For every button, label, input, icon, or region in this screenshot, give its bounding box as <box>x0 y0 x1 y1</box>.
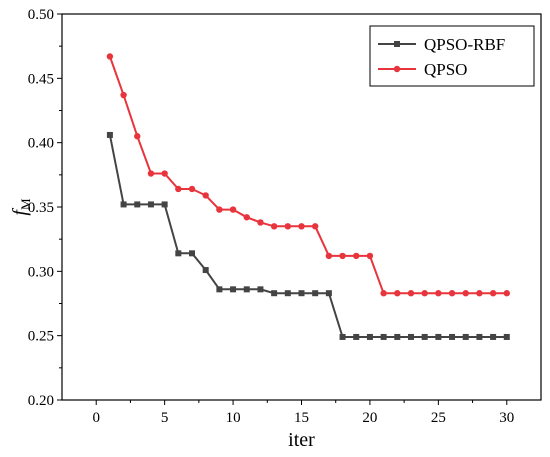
data-point <box>298 223 305 230</box>
data-point <box>462 290 469 297</box>
data-point <box>202 192 209 199</box>
data-point <box>407 290 415 297</box>
y-tick-label: 0.40 <box>28 136 54 152</box>
data-point <box>120 201 127 208</box>
y-tick-label: 0.45 <box>28 71 54 87</box>
x-tick-label: 15 <box>294 410 309 426</box>
data-point <box>325 252 333 260</box>
data-point <box>120 91 127 99</box>
data-point <box>270 223 278 230</box>
x-tick-label: 10 <box>226 410 241 426</box>
legend: QPSO-RBF QPSO <box>369 25 535 87</box>
data-point <box>271 290 278 297</box>
data-point <box>394 333 401 340</box>
x-tick-label: 30 <box>499 410 514 426</box>
data-point <box>188 185 196 193</box>
y-axis-ticks: 0.20 0.25 0.30 0.35 0.40 0.45 0.50 <box>28 7 62 409</box>
data-point <box>394 290 401 297</box>
data-point <box>462 333 469 340</box>
y-axis-title-subscript: M <box>18 198 33 210</box>
data-point <box>216 206 223 213</box>
data-point <box>380 333 387 340</box>
data-point <box>134 201 141 208</box>
x-axis-title: iter <box>288 429 315 451</box>
y-tick-label: 0.30 <box>28 264 54 280</box>
data-point <box>490 333 497 340</box>
data-point <box>503 290 510 297</box>
data-point <box>380 290 387 297</box>
data-point <box>257 286 264 293</box>
data-point <box>202 267 209 274</box>
data-point <box>421 333 428 340</box>
x-axis-ticks: 0 5 10 15 20 25 30 <box>92 400 514 426</box>
series-line-2 <box>108 56 507 295</box>
y-tick-label: 0.25 <box>28 329 54 345</box>
data-point <box>189 250 196 257</box>
data-point <box>284 223 292 230</box>
y-tick-label: 0.20 <box>28 393 54 409</box>
data-point <box>243 214 250 221</box>
data-point <box>298 290 305 297</box>
data-point <box>325 290 332 297</box>
data-point <box>230 286 237 293</box>
data-point <box>476 333 483 340</box>
legend-marker <box>393 65 401 73</box>
data-point <box>339 252 346 260</box>
series-layer <box>106 53 510 340</box>
legend-label: QPSO-RBF <box>424 35 505 54</box>
data-point <box>161 170 168 177</box>
x-tick-label: 25 <box>431 410 446 426</box>
x-tick-label: 0 <box>92 410 100 426</box>
data-point <box>284 290 291 297</box>
y-tick-label: 0.50 <box>28 7 54 23</box>
data-point <box>147 201 154 208</box>
data-point <box>175 250 182 257</box>
y-tick-label: 0.35 <box>28 200 54 216</box>
data-point <box>106 131 113 138</box>
data-point <box>449 333 456 340</box>
data-point <box>175 185 182 193</box>
data-point <box>147 170 155 177</box>
data-point <box>312 290 319 297</box>
data-point <box>216 286 223 293</box>
data-point <box>407 333 414 340</box>
data-point <box>448 290 456 297</box>
legend-label: QPSO <box>424 60 467 79</box>
data-point <box>503 333 510 340</box>
y-axis-title: fM <box>9 198 33 216</box>
x-tick-label: 5 <box>161 410 169 426</box>
data-point <box>311 223 319 230</box>
data-point <box>489 290 497 297</box>
y-axis-title-main: f <box>9 208 31 216</box>
data-point <box>476 290 483 297</box>
data-point <box>229 206 237 213</box>
data-point <box>353 252 360 260</box>
data-point <box>257 219 264 226</box>
data-point <box>339 333 346 340</box>
legend-marker <box>394 41 400 47</box>
data-point <box>161 201 168 208</box>
data-point <box>435 333 442 340</box>
data-point <box>435 290 442 297</box>
data-point <box>106 53 114 60</box>
data-point <box>366 333 373 340</box>
x-tick-label: 20 <box>362 410 377 426</box>
data-point <box>421 290 428 297</box>
legend-box <box>369 25 535 87</box>
series-line-1 <box>108 134 507 338</box>
data-point <box>134 133 141 140</box>
data-point <box>243 286 250 293</box>
data-point <box>366 252 374 260</box>
data-point <box>353 333 360 340</box>
